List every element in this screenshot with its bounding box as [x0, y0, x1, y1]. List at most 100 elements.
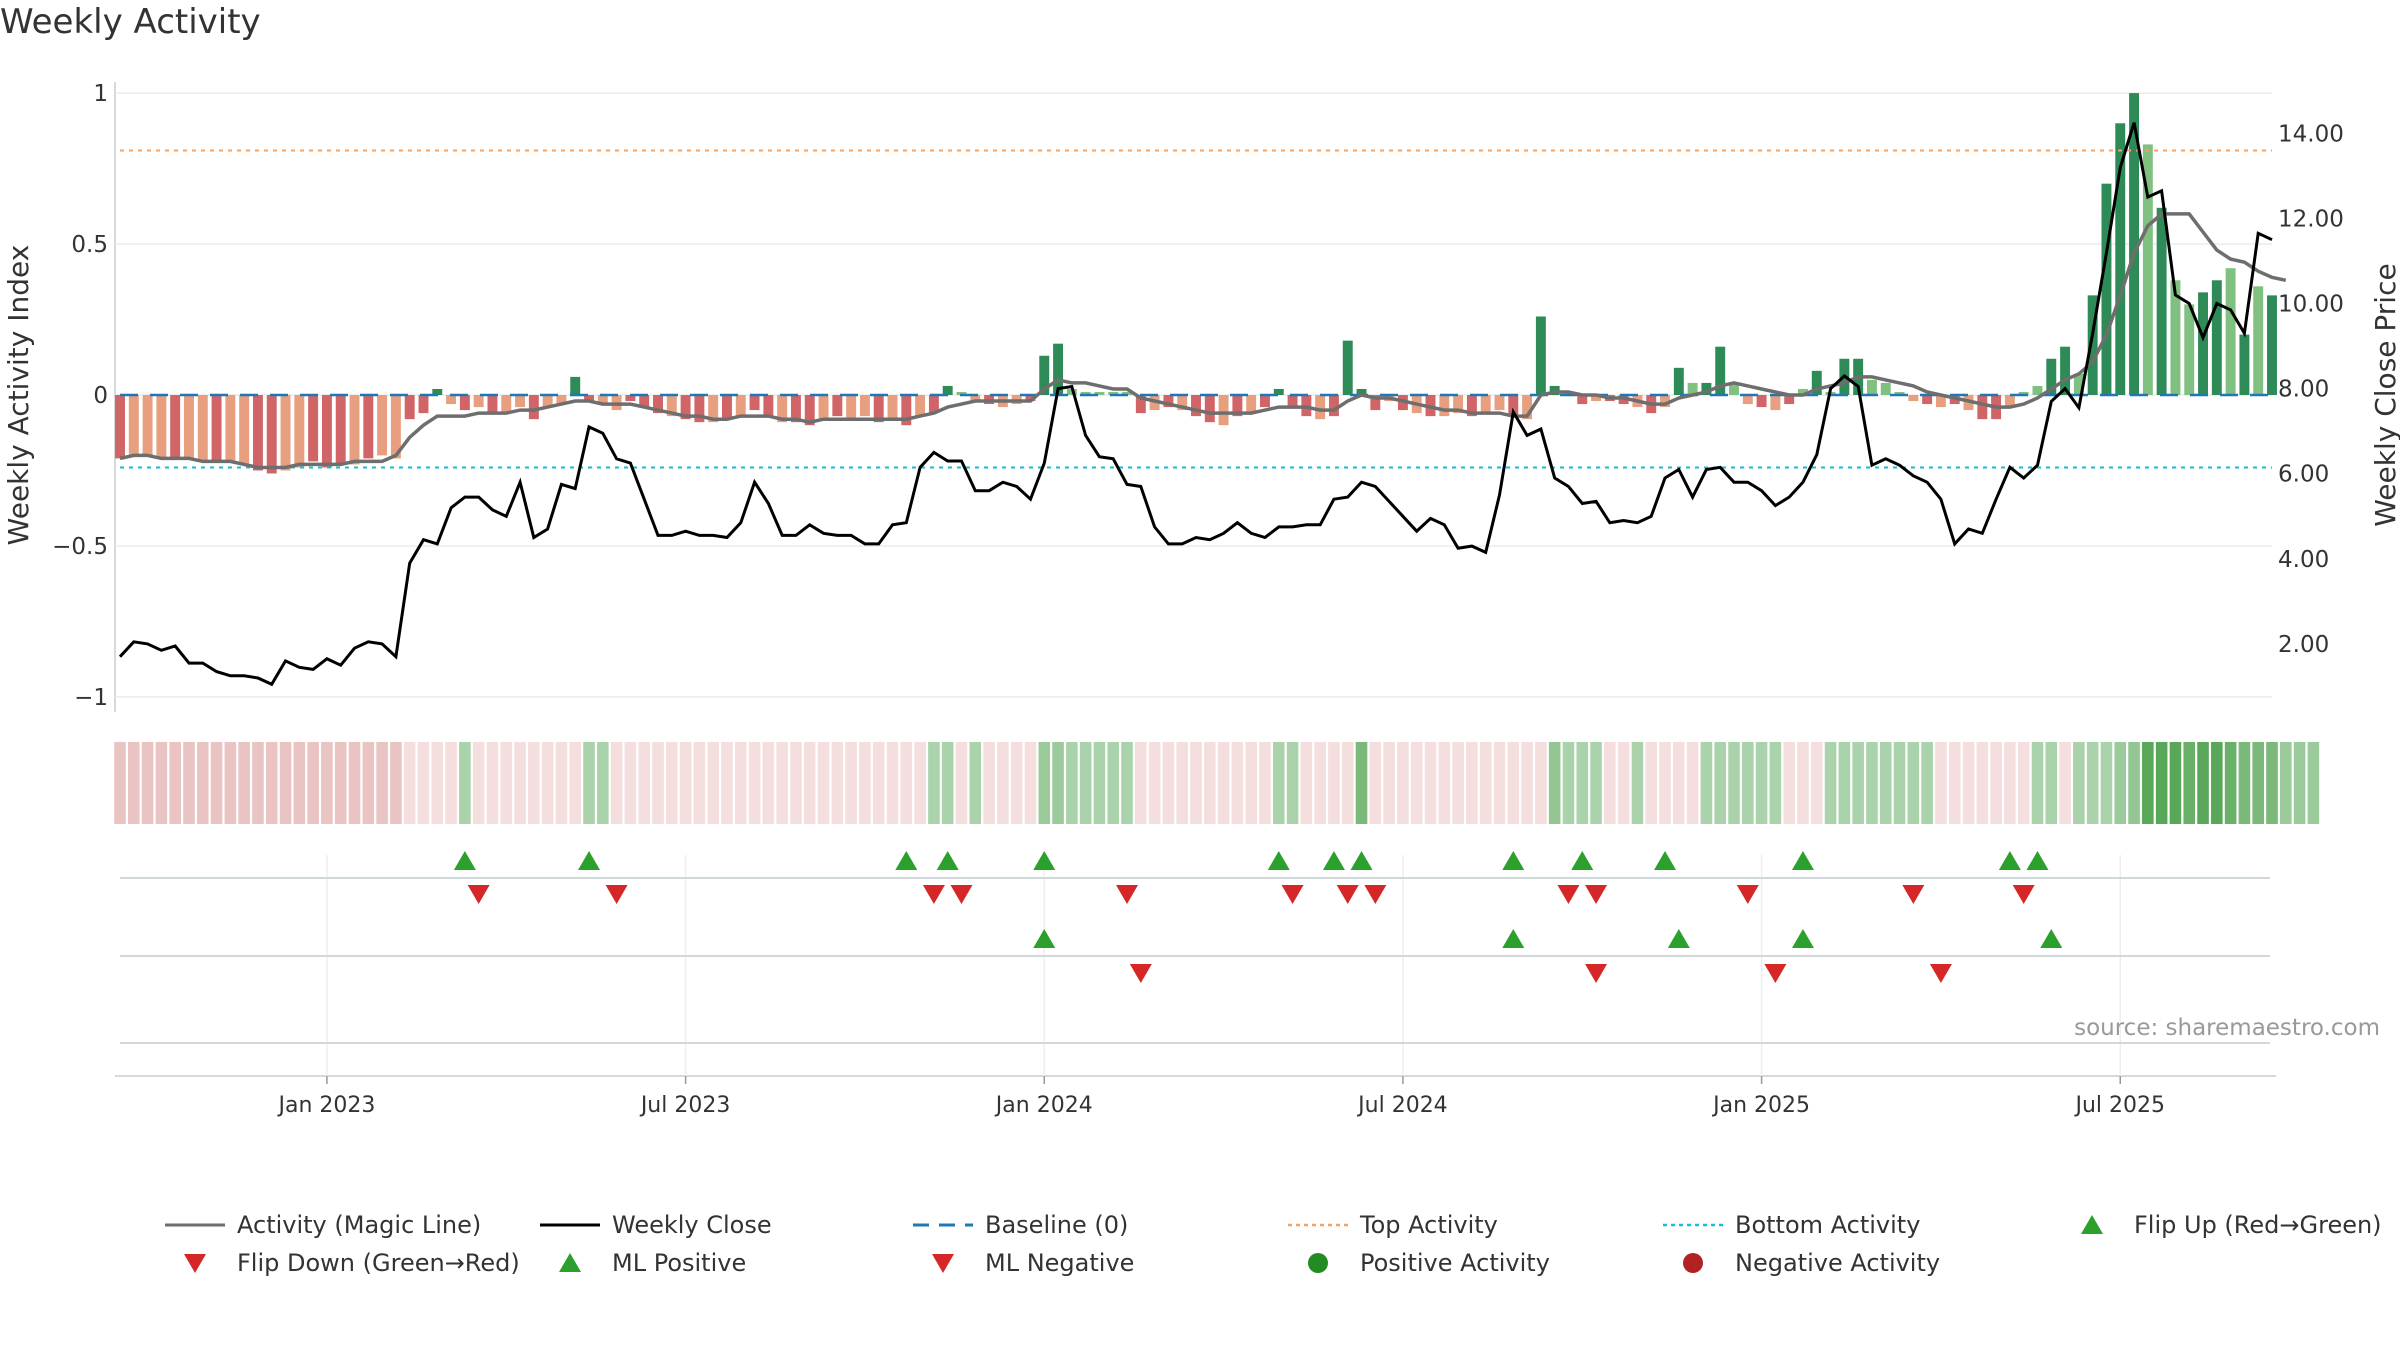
activity-bar: [1935, 395, 1946, 408]
heat-strip-cell: [679, 742, 692, 824]
activity-bar: [1660, 395, 1670, 408]
heat-strip-cell: [2155, 742, 2168, 824]
heat-strip-cell: [2197, 742, 2209, 824]
ml-negative-marker: [1929, 964, 1952, 983]
flip-up-marker: [1322, 851, 1345, 870]
activity-bar: [818, 395, 829, 420]
activity-bar: [1535, 316, 1546, 395]
activity-bar: [377, 395, 388, 456]
activity-bar: [942, 385, 953, 395]
flip-down-marker: [1557, 885, 1580, 904]
activity-bar: [1260, 395, 1270, 408]
heat-strip-cell: [652, 742, 664, 824]
heat-strip-cell: [1838, 742, 1851, 824]
activity-bar: [846, 395, 857, 420]
heat-strip-cell: [1604, 742, 1616, 824]
heat-strip-cell: [1410, 742, 1423, 824]
heat-strip-cell: [2280, 742, 2292, 824]
heat-strip-cell: [2086, 742, 2099, 824]
heat-strip-cell: [2142, 742, 2154, 824]
flip-up-marker: [453, 851, 476, 870]
activity-bar: [2032, 385, 2043, 395]
heat-strip-cell: [1231, 742, 1244, 824]
activity-bar: [680, 395, 691, 420]
activity-bar: [1328, 395, 1339, 417]
heat-strip-cell: [997, 742, 1009, 824]
ml-negative-marker: [1764, 964, 1787, 983]
ml-positive-marker: [1033, 929, 1056, 948]
heat-strip-cell: [486, 742, 499, 824]
activity-bar: [1756, 395, 1767, 408]
heat-strip-cell: [1204, 742, 1216, 824]
activity-bar: [1866, 379, 1877, 395]
activity-bar: [156, 395, 167, 459]
flip-down-marker: [950, 885, 973, 904]
heat-strip-cell: [2266, 742, 2278, 824]
legend-label: Top Activity: [1359, 1211, 1498, 1239]
legend-swatch: [932, 1254, 954, 1273]
heat-strip-cell: [1038, 742, 1051, 824]
activity-bar: [1122, 391, 1132, 395]
heat-strip-cell: [748, 742, 761, 824]
heat-strip-cell: [1769, 742, 1782, 824]
x-tick-label: Jul 2025: [2073, 1093, 2165, 1118]
heat-strip-cell: [431, 742, 444, 824]
heat-strip-cell: [1148, 742, 1161, 824]
activity-bar: [570, 376, 581, 395]
heat-strip-cell: [1341, 742, 1354, 824]
activity-bar: [321, 395, 332, 468]
legend-label: ML Positive: [612, 1249, 746, 1277]
heat-strip-cell: [1286, 742, 1299, 824]
heat-strip-cell: [376, 742, 388, 824]
activity-bar: [1453, 395, 1464, 414]
activity-bar: [2198, 292, 2208, 395]
activity-bar: [115, 395, 125, 459]
activity-bar: [142, 395, 153, 456]
heat-strip-cell: [1093, 742, 1106, 824]
heat-strip-cell: [1866, 742, 1878, 824]
activity-bar: [735, 395, 746, 417]
activity-bar: [653, 395, 663, 414]
heat-strip-cell: [1479, 742, 1492, 824]
heat-strip-cell: [1617, 742, 1630, 824]
flip-up-marker: [1502, 851, 1525, 870]
activity-bar: [308, 395, 319, 462]
activity-bar: [211, 395, 222, 462]
activity-bar: [1508, 395, 1519, 417]
activity-bar: [2004, 395, 2015, 408]
flip-down-marker: [1585, 885, 1608, 904]
activity-bar: [625, 395, 636, 402]
legend-label: Positive Activity: [1360, 1249, 1550, 1277]
heat-strip-cell: [597, 742, 609, 824]
activity-bar: [487, 395, 498, 414]
x-tick-label: Jan 2024: [994, 1093, 1093, 1118]
heat-strip-cell: [348, 742, 361, 824]
activity-bar: [1466, 395, 1477, 417]
legend-swatch: [1308, 1253, 1328, 1273]
heat-strip-cell: [1576, 742, 1589, 824]
heat-strip-cell: [2004, 742, 2016, 824]
flip-up-marker: [1571, 851, 1594, 870]
heat-strip-cell: [1079, 742, 1092, 824]
heat-strip-cell: [2073, 742, 2085, 824]
activity-bar: [763, 395, 774, 417]
x-tick-label: Jan 2025: [1711, 1093, 1810, 1118]
heat-strip-cell: [2031, 742, 2044, 824]
heat-strip-cell: [1107, 742, 1120, 824]
right-axis-label: Weekly Close Price: [2369, 263, 2400, 526]
heat-strip-cell: [1742, 742, 1754, 824]
heat-strip-cell: [1631, 742, 1644, 824]
activity-bar: [252, 395, 263, 471]
activity-bar: [542, 395, 553, 408]
activity-bar: [749, 395, 760, 411]
heat-strip-cell: [1052, 742, 1064, 824]
heat-strip-cell: [1935, 742, 1947, 824]
legend-label: Bottom Activity: [1735, 1211, 1920, 1239]
flip-down-marker: [467, 885, 490, 904]
activity-bar: [639, 395, 650, 408]
heat-strip-cell: [1369, 742, 1382, 824]
heat-strip-cell: [210, 742, 223, 824]
heat-strip-cell: [238, 742, 250, 824]
activity-bar: [1701, 382, 1712, 395]
